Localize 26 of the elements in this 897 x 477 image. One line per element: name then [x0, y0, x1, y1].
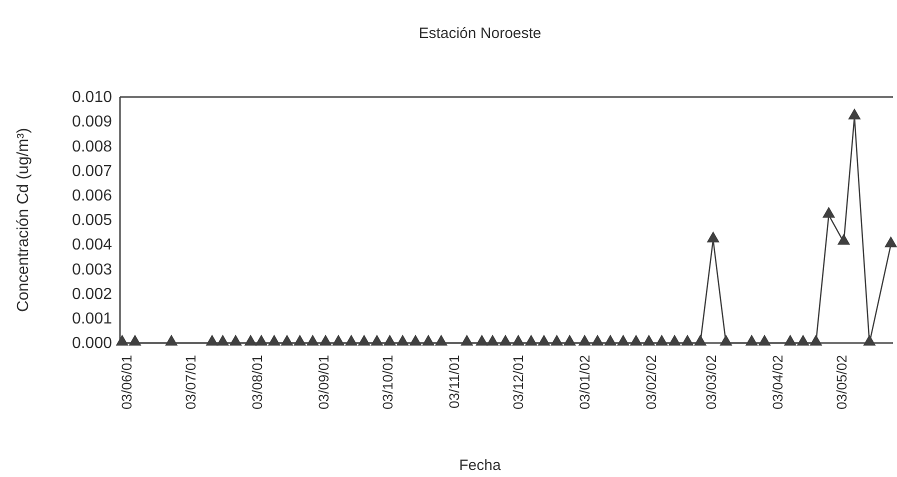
- y-tick-label: 0.006: [72, 188, 112, 205]
- y-tick-label: 0.007: [72, 162, 112, 180]
- x-tick-label: 03/02/02: [642, 354, 659, 410]
- y-tick-label: 0.010: [72, 89, 112, 106]
- x-tick-label: 03/11/01: [446, 354, 462, 408]
- x-tick-label: 03/07/01: [182, 354, 199, 410]
- y-tick-label: 0.003: [72, 261, 112, 278]
- x-tick-label: 03/01/02: [576, 354, 593, 410]
- x-tick-label: 03/06/01: [118, 354, 134, 410]
- x-tick-label: 03/03/02: [702, 354, 719, 410]
- y-tick-label: 0.001: [72, 310, 112, 328]
- x-tick-label: 03/09/01: [315, 354, 332, 410]
- x-tick-label: 03/04/02: [769, 354, 786, 410]
- y-tick-label: 0.004: [72, 236, 112, 254]
- x-tick-label: 03/05/02: [834, 354, 850, 410]
- y-tick-label: 0.000: [72, 335, 112, 352]
- y-tick-label: 0.008: [72, 138, 112, 156]
- chart-title: Estación Noroeste: [418, 25, 542, 42]
- x-axis-title: Fecha: [459, 457, 502, 474]
- x-tick-label: 03/08/01: [248, 354, 265, 410]
- y-tick-label: 0.009: [72, 114, 112, 131]
- x-tick-label: 03/12/01: [510, 354, 526, 410]
- x-tick-label: 03/10/01: [380, 354, 396, 410]
- y-tick-label: 0.005: [72, 212, 112, 230]
- y-axis-title: Concentración Cd (ug/m³): [15, 128, 32, 312]
- y-tick-label: 0.002: [72, 286, 112, 303]
